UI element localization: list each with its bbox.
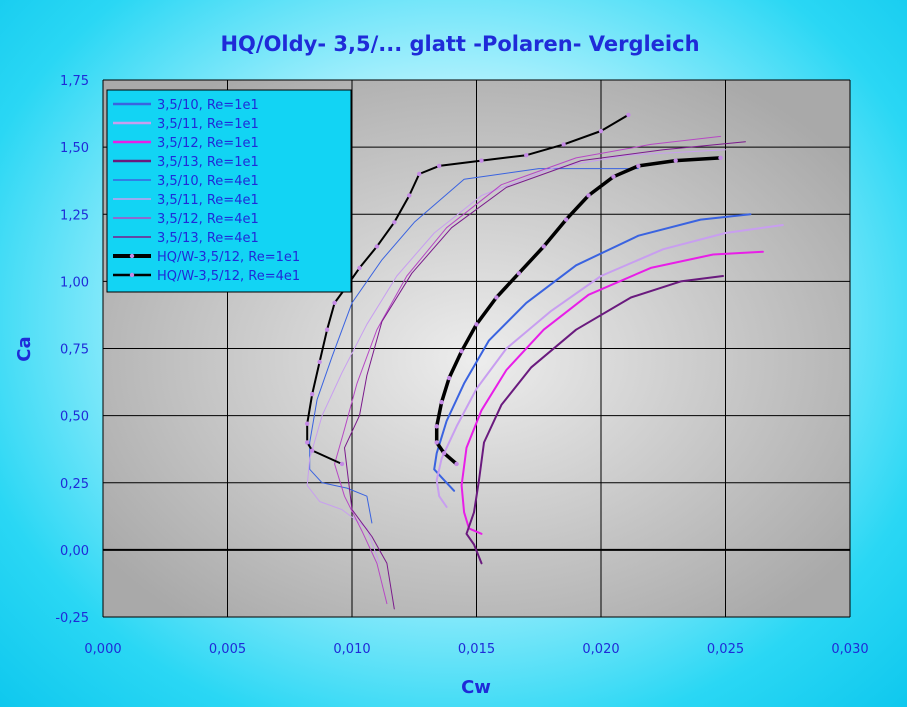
legend-item-label: 3,5/11, Re=1e1 [157, 117, 259, 132]
data-point [417, 171, 422, 177]
y-tick-label: 1,00 [60, 275, 89, 290]
legend-marker [129, 272, 135, 278]
data-point [474, 322, 479, 327]
series-line-2 [435, 224, 784, 508]
data-point [374, 244, 380, 249]
data-point [494, 295, 499, 300]
legend-item-label: 3,5/12, Re=4e1 [157, 212, 259, 227]
data-point [407, 193, 412, 198]
data-point [459, 348, 464, 354]
x-tick-label: 0,025 [707, 642, 744, 657]
y-tick-labels: 1,75 1,50 1,25 1,00 0,75 0,50 0,25 0,00 -0,25 [55, 74, 89, 626]
x-tick-label: 0,000 [84, 642, 121, 657]
data-point [586, 193, 591, 198]
data-point [441, 451, 447, 456]
legend: 3,5/10, Re=1e1 3,5/11, Re=1e1 3,5/12, Re=1… [106, 89, 352, 293]
data-point [339, 461, 345, 467]
series-line-5 [309, 168, 639, 524]
data-point [636, 163, 641, 169]
legend-item-label: 3,5/13, Re=4e1 [157, 231, 259, 246]
legend-item-label: 3,5/12, Re=1e1 [157, 136, 259, 151]
series-line-3 [460, 250, 764, 535]
data-point [563, 217, 569, 222]
data-point [516, 271, 522, 276]
data-point [309, 448, 315, 453]
x-tick-label: 0,030 [831, 642, 868, 657]
y-tick-label: 1,50 [60, 141, 89, 156]
series-line-6 [306, 149, 726, 564]
data-point [479, 158, 484, 163]
data-point [317, 359, 322, 365]
data-point [454, 461, 459, 467]
chart-title: HQ/Oldy- 3,5/... glatt -Polaren- Verglei… [220, 32, 699, 56]
x-axis-title: Cw [461, 677, 491, 698]
series-line-7 [334, 135, 721, 605]
x-tick-label: 0,015 [458, 642, 495, 657]
y-tick-label: -0,25 [55, 611, 89, 626]
series-line-10 [306, 113, 630, 465]
legend-item-label: 3,5/11, Re=4e1 [157, 193, 259, 208]
data-point [626, 112, 631, 118]
data-point [434, 440, 439, 445]
x-tick-label: 0,005 [209, 642, 246, 657]
series-line-8 [344, 141, 746, 610]
data-point [309, 391, 315, 397]
y-tick-label: 1,75 [60, 74, 89, 89]
data-point [611, 174, 616, 179]
x-tick-labels: 0,000 0,005 0,010 0,015 0,020 0,025 0,030 [84, 642, 868, 657]
data-point [357, 265, 362, 271]
legend-item-label: 3,5/10, Re=1e1 [157, 98, 259, 113]
y-tick-label: 0,25 [60, 477, 89, 492]
y-tick-label: 0,50 [60, 410, 89, 425]
data-point [304, 421, 310, 426]
data-point [304, 440, 310, 445]
data-point [598, 128, 604, 134]
legend-item-label: HQ/W-3,5/12, Re=4e1 [157, 269, 300, 284]
legend-item-label: HQ/W-3,5/12, Re=1e1 [157, 250, 300, 265]
series-line-4 [465, 275, 724, 565]
x-tick-label: 0,020 [582, 642, 619, 657]
data-point [439, 400, 444, 405]
legend-marker [129, 253, 135, 259]
series-line-1 [433, 213, 752, 492]
data-point [392, 220, 397, 225]
data-point [434, 424, 439, 429]
data-point [524, 152, 529, 158]
y-axis-title: Ca [14, 336, 35, 361]
y-tick-label: 1,25 [60, 208, 89, 223]
data-point [446, 375, 452, 381]
data-point [332, 300, 337, 306]
legend-item-label: 3,5/10, Re=4e1 [157, 174, 259, 189]
data-point [324, 327, 330, 332]
y-tick-label: 0,00 [60, 544, 89, 559]
data-point [541, 244, 546, 249]
legend-item-label: 3,5/13, Re=1e1 [157, 155, 259, 170]
series-lines [304, 112, 784, 610]
data-point [718, 155, 723, 161]
y-tick-label: 0,75 [60, 343, 89, 358]
data-point [561, 142, 566, 147]
data-point [673, 158, 678, 163]
data-point [436, 163, 442, 169]
x-tick-label: 0,010 [333, 642, 370, 657]
